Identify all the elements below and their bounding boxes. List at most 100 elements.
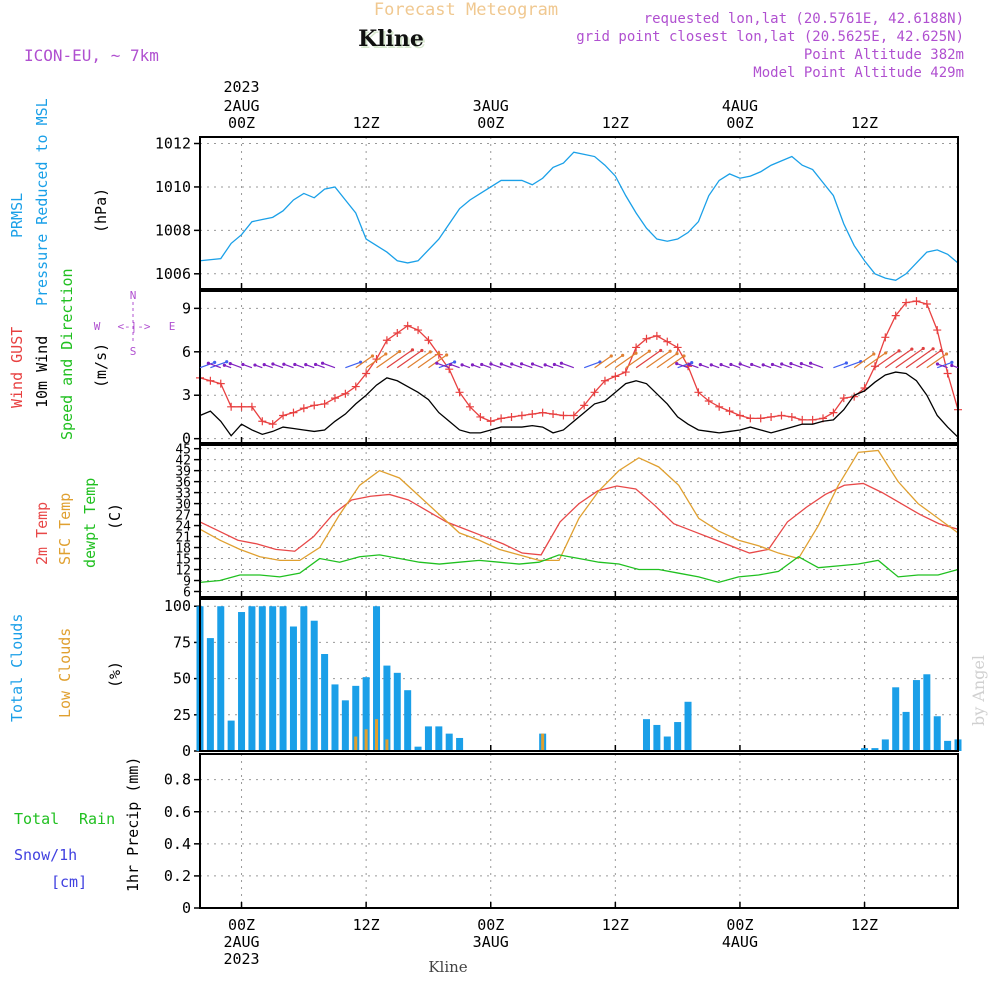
gust-point — [787, 412, 796, 421]
wind-arrow — [625, 350, 650, 369]
gust-point — [289, 408, 298, 417]
point-altitude: Point Altitude 382m — [804, 47, 964, 63]
wind-arrow — [428, 354, 447, 369]
cloud-bar — [385, 739, 389, 751]
compass-arrows: <-|-> — [117, 320, 150, 333]
requested-coords: requested lon,lat (20.5761E, 42.6188N) — [644, 11, 964, 27]
pressure-label-1: PRMSL — [8, 193, 26, 238]
top-time-label: 00Z — [477, 114, 504, 132]
wind-arrow-head — [530, 362, 535, 366]
wind-arrow-head — [921, 346, 925, 351]
y-tick-label: 1010 — [155, 178, 191, 196]
wind-arrow-head — [225, 360, 229, 364]
gust-point — [382, 336, 391, 345]
wind-arrow-head — [271, 362, 275, 366]
wind-arrow-head — [944, 352, 949, 356]
wind-arrow-head — [559, 361, 564, 365]
wind-arrow — [604, 354, 623, 369]
cloud-bar — [258, 606, 266, 751]
gust-point — [320, 399, 329, 408]
wind-arrow — [689, 363, 699, 369]
wind-arrow-head — [668, 349, 672, 353]
wind-arrow — [376, 351, 400, 369]
wind-arrow-head — [799, 362, 803, 366]
cloud-bar — [642, 719, 650, 751]
wind-arrow-head — [241, 362, 245, 367]
gust-point — [268, 420, 277, 429]
top-year-label: 2023 — [223, 78, 259, 96]
wind-arrow-head — [719, 363, 723, 367]
gust-label: Wind GUST — [8, 327, 26, 408]
y-tick-label: 18 — [175, 542, 191, 557]
wind-arrow — [417, 352, 440, 369]
cloud-bar — [279, 606, 287, 751]
watermark: by Angel — [969, 655, 988, 726]
wind-arrow-head — [445, 353, 449, 357]
clouds-unit: (%) — [106, 661, 124, 688]
compass-w: W — [94, 320, 101, 333]
wind-arrow-head — [313, 362, 318, 367]
bottom-time-label: 2023 — [223, 950, 259, 968]
gust-point — [362, 369, 371, 378]
gust-point — [393, 328, 402, 337]
gust-point — [881, 333, 890, 342]
wind-arrow — [294, 363, 305, 369]
low-clouds-label: Low Clouds — [56, 628, 74, 718]
wind-arrow — [937, 363, 948, 369]
gust-point — [891, 311, 900, 320]
wind-arrow — [864, 352, 887, 369]
wind-arrow — [272, 363, 284, 369]
gust-point — [621, 368, 630, 377]
compass-s: S — [130, 345, 137, 358]
wind-arrow-head — [939, 348, 943, 353]
wind-arrow — [315, 363, 325, 369]
wind-arrow — [833, 362, 847, 369]
rain-label-2: Rain — [79, 810, 115, 828]
y-tick-label: 0.2 — [164, 867, 191, 885]
y-tick-label: 1012 — [155, 135, 191, 153]
wind-arrow-head — [253, 363, 257, 367]
gust-point — [756, 414, 765, 423]
wind-arrow — [751, 363, 761, 369]
gust-point — [216, 379, 225, 388]
compass-legend: N S W E <-|-> — [94, 289, 176, 358]
bottom-time-label: 12Z — [851, 916, 878, 934]
y-tick-label: 1008 — [155, 221, 191, 239]
cloud-bar — [912, 680, 920, 751]
cloud-bar — [217, 606, 225, 751]
wind-arrow-head — [293, 362, 297, 367]
wind-arrow — [450, 363, 460, 369]
series-line-sfc-temp — [199, 449, 959, 562]
gust-point — [351, 382, 360, 391]
top-time-label: 12Z — [353, 114, 380, 132]
wind-arrow — [396, 350, 423, 369]
gust-point — [829, 408, 838, 417]
cloud-bar — [364, 729, 368, 751]
wind-arrow-head — [448, 362, 453, 367]
wind-arrow — [937, 361, 953, 369]
wind-arrow-head — [935, 362, 940, 366]
wind-arrow-head — [809, 361, 813, 365]
cloud-bar — [435, 726, 443, 751]
wind-arrow-head — [470, 363, 475, 367]
wind-arrow-head — [910, 347, 914, 351]
wind-arrow — [481, 363, 491, 369]
gust-point — [227, 402, 236, 411]
y-tick-label: 6 — [182, 343, 191, 361]
gust-point — [549, 410, 558, 419]
rain-label-1: Total — [14, 810, 59, 828]
wind-arrow-head — [222, 363, 226, 367]
cloud-bar — [393, 672, 401, 751]
y-tick-label: 3 — [182, 386, 191, 404]
y-tick-label: 30 — [175, 498, 191, 513]
precip-axis-label: 1hr Precip (mm) — [124, 757, 142, 892]
cloud-bar — [653, 724, 661, 751]
gust-point — [569, 411, 578, 420]
bottom-time-label: 12Z — [353, 916, 380, 934]
cloud-bar — [674, 722, 682, 751]
wind-arrow-head — [519, 362, 524, 366]
dewpt-label: dewpt Temp — [81, 478, 99, 568]
cloud-bar — [404, 690, 412, 751]
wind10-label: 10m Wind — [33, 336, 51, 408]
